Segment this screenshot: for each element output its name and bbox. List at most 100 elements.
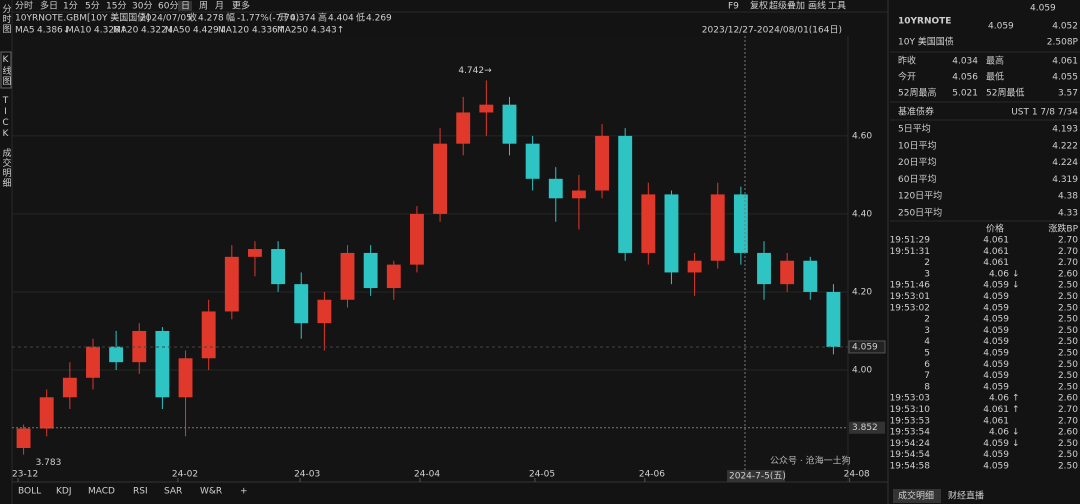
candle-body	[224, 256, 239, 312]
period-tab[interactable]: 60分	[158, 1, 178, 12]
trade-bp: 2.70	[1058, 247, 1078, 257]
period-tab[interactable]: 周	[199, 1, 208, 12]
trade-bp: 2.50	[1058, 292, 1078, 302]
panel-tab[interactable]: 财经直播	[948, 490, 984, 502]
sidebar-tab[interactable]: 成交明细	[1, 147, 12, 188]
chart-area	[12, 36, 848, 482]
trade-price: 4.059	[983, 371, 1009, 381]
indicator-tab[interactable]: SAR	[164, 487, 182, 497]
trade-bp: 2.50	[1058, 360, 1078, 370]
info-close: 4.278	[198, 14, 224, 24]
trade-time: 19:53:03	[890, 394, 930, 404]
period-tab[interactable]: 月	[215, 1, 224, 12]
ma-name: MA120	[218, 26, 249, 36]
trade-bp: 2.50	[1058, 349, 1078, 359]
period-tab[interactable]: 更多	[232, 0, 250, 12]
candle-body	[803, 260, 818, 292]
info-symbol: 10YRNOTE.GBM[10Y 美国国债]	[15, 12, 150, 24]
min-label: 3.783	[36, 458, 62, 468]
tool-button[interactable]: 超级叠加	[769, 0, 805, 12]
period-tab[interactable]: 5分	[85, 1, 100, 12]
trade-price: 4.059	[983, 337, 1009, 347]
trade-time: 2	[924, 315, 930, 325]
candle-body	[248, 249, 262, 257]
indicator-tab[interactable]: W&R	[200, 487, 222, 497]
candle-body	[571, 190, 586, 199]
candle-body	[62, 377, 77, 398]
x-tick-label: 24-08	[844, 470, 870, 480]
trade-price: 4.061	[983, 258, 1009, 268]
trade-time: 2	[924, 258, 930, 268]
period-tab[interactable]: 分时	[15, 0, 33, 12]
x-tick-label: 24-03	[294, 470, 320, 480]
candle-body	[687, 260, 702, 273]
stat-label: 昨收	[898, 55, 916, 67]
watermark: 公众号 · 沧海一土狗	[770, 455, 851, 467]
info-high: 4.404	[328, 14, 354, 24]
candle-body	[548, 178, 563, 199]
indicator-tab[interactable]: +	[240, 487, 248, 497]
candle-body	[757, 252, 771, 285]
panel-tab[interactable]: 成交明细	[898, 490, 934, 502]
period-tab[interactable]: 15分	[106, 1, 126, 12]
candle-body	[826, 291, 841, 347]
ma-value: 4.328↑	[94, 26, 127, 36]
avg-value: 4.222	[1052, 141, 1078, 151]
sidebar-tab[interactable]: K线图	[1, 55, 12, 86]
indicator-tab[interactable]: KDJ	[56, 487, 72, 497]
trade-price: 4.059	[983, 326, 1009, 336]
trade-bp: 2.70	[1058, 405, 1078, 415]
stat-label: 最高	[986, 55, 1004, 67]
candle-body	[409, 213, 424, 265]
candle-body	[294, 284, 309, 324]
period-tab[interactable]: 1分	[63, 1, 78, 12]
ma-value: 4.429↓	[193, 26, 226, 36]
tab-active	[893, 489, 941, 503]
trade-bp: 2.60	[1058, 269, 1078, 279]
sidebar-tab[interactable]: TICK	[1, 96, 11, 140]
trade-bp: 2.50	[1058, 326, 1078, 336]
period-tab[interactable]: 多日	[40, 0, 58, 12]
indicator-tab[interactable]: RSI	[133, 487, 148, 497]
trade-bp: 2.60	[1058, 428, 1078, 438]
stat-value: 4.061	[1052, 57, 1078, 67]
date-range: 2023/12/27-2024/08/01(164日)	[702, 25, 842, 36]
candle-body	[39, 397, 54, 429]
indicator-tab[interactable]: BOLL	[18, 487, 41, 497]
trade-price: 4.06	[989, 269, 1009, 279]
indicator-tab[interactable]: MACD	[88, 487, 115, 497]
trade-time: 7	[924, 371, 930, 381]
avg-label: 20日平均	[898, 156, 936, 168]
tool-button[interactable]: F9	[728, 2, 739, 12]
period-active	[178, 1, 192, 11]
trade-time: 19:53:01	[890, 292, 930, 302]
trade-bp: 2.50	[1058, 462, 1078, 472]
tool-button[interactable]: 复权	[750, 0, 768, 12]
candle-body	[271, 249, 286, 285]
candle-body	[641, 194, 656, 253]
avg-label: 5日平均	[898, 123, 931, 135]
trade-price: 4.061	[983, 236, 1009, 246]
sidebar-tab[interactable]: 分时图	[1, 4, 12, 34]
tool-button[interactable]: 画线	[808, 0, 826, 12]
trade-time: 19:51:46	[890, 281, 931, 291]
trade-price: 4.059	[983, 450, 1009, 460]
y-tick-label: 4.40	[852, 209, 872, 219]
tool-button[interactable]: 工具	[828, 1, 846, 12]
trade-price: 4.059	[983, 292, 1009, 302]
trade-price: 4.059	[983, 281, 1009, 291]
crosshair-price: 3.852	[852, 423, 878, 433]
trade-time: 19:53:54	[890, 428, 931, 438]
stat-value: 3.57	[1058, 89, 1078, 99]
trade-time: 19:54:54	[890, 450, 931, 460]
y-tick-label: 4.20	[852, 287, 872, 297]
sidebar-active	[0, 51, 12, 89]
period-tab[interactable]: 日	[181, 1, 190, 12]
period-tab[interactable]: 30分	[132, 1, 152, 12]
x-tick-label: 24-04	[414, 470, 440, 480]
ma-value: 4.343↑	[311, 26, 344, 36]
candle-body	[733, 194, 748, 253]
info-date: 2024/07/05	[140, 14, 192, 24]
trade-bp: 2.70	[1058, 416, 1078, 426]
last-price: 4.059	[852, 342, 878, 352]
